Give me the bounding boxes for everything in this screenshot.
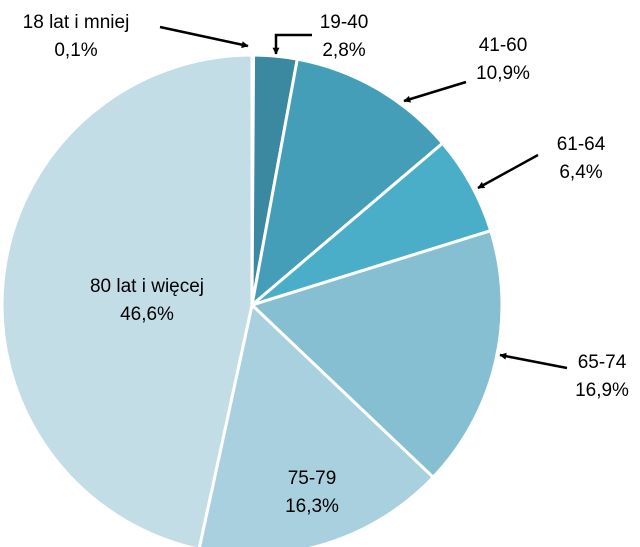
callout-arrow-19-40 <box>272 33 312 55</box>
pie-slice-41-60 <box>250 57 445 307</box>
pie-slice-80-lat-i-wiecej <box>0 53 254 547</box>
slice-label-65-74: 65-74 <box>578 352 627 373</box>
callout-arrow-61-64 <box>477 153 539 190</box>
slice-label-80-lat-i-wiecej: 80 lat i więcej <box>90 276 204 297</box>
slice-label-19-40: 19-40 <box>320 12 369 33</box>
slice-label-61-64: 61-64 <box>557 134 606 155</box>
pie-slice-75-79 <box>197 303 435 547</box>
slice-percent-65-74: 16,9% <box>575 380 629 401</box>
callout-arrows <box>159 25 568 370</box>
slice-percent-80-lat-i-wiecej: 46,6% <box>120 304 174 325</box>
slice-percent-61-64: 6,4% <box>559 162 602 183</box>
slice-label-41-60: 41-60 <box>479 35 528 56</box>
slice-label-18-lat-i-mniej: 18 lat i mniej <box>23 12 130 33</box>
pie-slices <box>0 53 504 547</box>
pie-slice-65-74 <box>250 229 504 479</box>
slice-percent-18-lat-i-mniej: 0,1% <box>54 40 97 61</box>
slice-percent-75-79: 16,3% <box>285 496 339 517</box>
callout-arrow-18-lat-i-mniej <box>159 25 249 49</box>
callout-arrow-65-74 <box>499 352 568 370</box>
slice-percent-41-60: 10,9% <box>476 63 530 84</box>
slice-label-75-79: 75-79 <box>288 468 337 489</box>
slice-percent-19-40: 2,8% <box>322 40 365 61</box>
callout-arrow-41-60 <box>403 80 467 103</box>
slice-labels: 18 lat i mniej 0,1% 19-40 2,8% 41-60 10,… <box>23 12 629 517</box>
